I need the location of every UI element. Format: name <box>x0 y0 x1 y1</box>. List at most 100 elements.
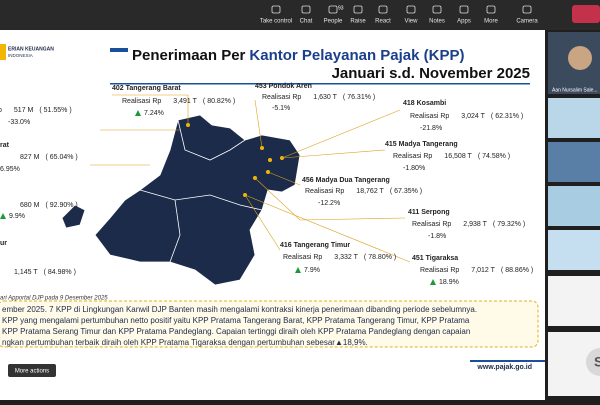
marker <box>268 158 272 162</box>
toolbar-icon[interactable] <box>522 5 532 14</box>
growth-arrow <box>430 279 436 285</box>
toolbar-label[interactable]: More <box>484 19 498 25</box>
connector <box>281 109 401 159</box>
office-amount: 3,332 T <box>334 254 358 261</box>
office-percentage: ( 79.32% ) <box>493 221 525 228</box>
office-growth: -5.1% <box>272 105 290 112</box>
connector <box>244 194 281 251</box>
toolbar-label[interactable]: Chat <box>300 19 313 25</box>
growth-arrow <box>295 267 301 273</box>
footer-rule <box>470 360 545 362</box>
toolbar-label[interactable]: View <box>405 19 419 25</box>
toolbar-label[interactable]: Take control <box>260 19 292 25</box>
tooltip <box>8 364 56 377</box>
toolbar-icon[interactable] <box>459 5 469 14</box>
office-percentage: ( 76.31% ) <box>343 94 375 101</box>
leave-button[interactable] <box>572 5 600 23</box>
office-percentage: ( 74.58% ) <box>478 153 510 160</box>
office-name: 456 Madya Dua Tangerang <box>302 177 390 184</box>
office-amount: 680 M <box>20 202 40 209</box>
toolbar-label[interactable]: Apps <box>457 19 471 25</box>
office-growth: -12.2% <box>318 200 340 207</box>
office-label: Realisasi Rp <box>283 254 322 261</box>
office-growth: -1.80% <box>403 165 425 172</box>
office-name: 416 Tangerang Timur <box>280 242 350 249</box>
office-amount: 827 M <box>20 154 40 161</box>
office-label: p <box>0 107 2 114</box>
toolbar-icon[interactable] <box>432 5 442 14</box>
office-amount: 3,491 T <box>173 98 197 105</box>
office-growth: 6.95% <box>0 166 20 173</box>
toolbar-label[interactable]: People <box>324 19 343 25</box>
map-border <box>177 119 246 161</box>
office-percentage: ( 62.31% ) <box>491 113 523 120</box>
slide-subtitle: Januari s.d. November 2025 <box>332 65 530 82</box>
avatar <box>586 348 600 376</box>
office-growth: -1.8% <box>428 233 446 240</box>
map-border <box>169 199 181 263</box>
map-border <box>139 189 263 211</box>
toolbar-icon[interactable] <box>328 5 338 14</box>
tooltip-text: More actions <box>15 369 49 375</box>
office-amount: 7,012 T <box>471 267 495 274</box>
summary-line: ngkan pertumbuhan terbaik diraih oleh KP… <box>2 338 368 347</box>
office-name: 411 Serpong <box>408 209 450 216</box>
toolbar-icon[interactable] <box>486 5 496 14</box>
toolbar-label[interactable]: React <box>375 19 391 25</box>
map-markers <box>186 123 284 197</box>
toolbar-icon[interactable] <box>271 5 281 14</box>
video-tile <box>548 186 600 226</box>
office-growth: 9.9% <box>9 213 25 220</box>
map <box>61 114 301 286</box>
office-growth: 7.24% <box>144 110 164 117</box>
growth-arrow <box>0 213 6 219</box>
office-amount: 1,145 T <box>14 269 38 276</box>
toolbar-label[interactable]: Camera <box>516 19 538 25</box>
summary-line: KPP yang mengalami pertumbuhan netto pos… <box>2 316 470 325</box>
office-percentage: ( 78.80% ) <box>364 254 396 261</box>
office-percentage: ( 51.55% ) <box>39 107 71 114</box>
toolbar-icon[interactable] <box>353 5 363 14</box>
office-name: 415 Madya Tangerang <box>385 141 458 148</box>
people-count: 93 <box>338 5 344 11</box>
office-name: 402 Tangerang Barat <box>112 85 181 92</box>
connector <box>254 177 406 221</box>
office-amount: 16,508 T <box>444 153 472 160</box>
office-percentage: ( 84.98% ) <box>44 269 76 276</box>
logo-text: ERIAN KEUANGAN <box>8 46 54 52</box>
toolbar-icon[interactable] <box>301 5 311 14</box>
office-growth: -21.8% <box>420 125 442 132</box>
video-tile <box>548 230 600 270</box>
office-label: Realisasi Rp <box>305 188 344 195</box>
office-label: Realisasi Rp <box>410 113 449 120</box>
office-amount: 1,630 T <box>313 94 337 101</box>
growth-arrow <box>135 110 141 116</box>
toolbar-icon[interactable] <box>378 5 388 14</box>
summary-line: KPP Pratama Serang Timur dan KPP Pratama… <box>2 327 470 336</box>
summary-box <box>0 300 539 348</box>
office-percentage: ( 67.35% ) <box>390 188 422 195</box>
map-island <box>61 204 86 229</box>
participant-name: Aan Nursalim Sale... <box>552 87 598 93</box>
office-amount: 3,024 T <box>461 113 485 120</box>
source-note: ari Apportal DJP pada 9 Desember 2025 <box>0 296 108 302</box>
office-label: Realisasi Rp <box>393 153 432 160</box>
avatar-initial: S <box>594 354 600 370</box>
office-name: ur <box>0 240 7 247</box>
office-growth: -33.0% <box>8 119 30 126</box>
connector <box>112 94 189 125</box>
video-tile <box>548 98 600 138</box>
slide-title-highlight: Kantor Pelayanan Pajak (KPP) <box>249 47 464 64</box>
connector <box>254 99 263 149</box>
office-growth: 7.9% <box>304 267 320 274</box>
connectors <box>90 94 411 263</box>
office-name: rat <box>0 142 10 149</box>
toolbar-label[interactable]: Raise <box>350 19 366 25</box>
toolbar-label[interactable]: Notes <box>429 19 445 25</box>
office-name: 451 Tigaraksa <box>412 255 458 262</box>
office-label: Realisasi Rp <box>122 98 161 105</box>
office-label: Realisasi Rp <box>420 267 459 274</box>
connector <box>281 149 386 159</box>
toolbar-icon[interactable] <box>406 5 416 14</box>
office-percentage: ( 80.82% ) <box>203 98 235 105</box>
